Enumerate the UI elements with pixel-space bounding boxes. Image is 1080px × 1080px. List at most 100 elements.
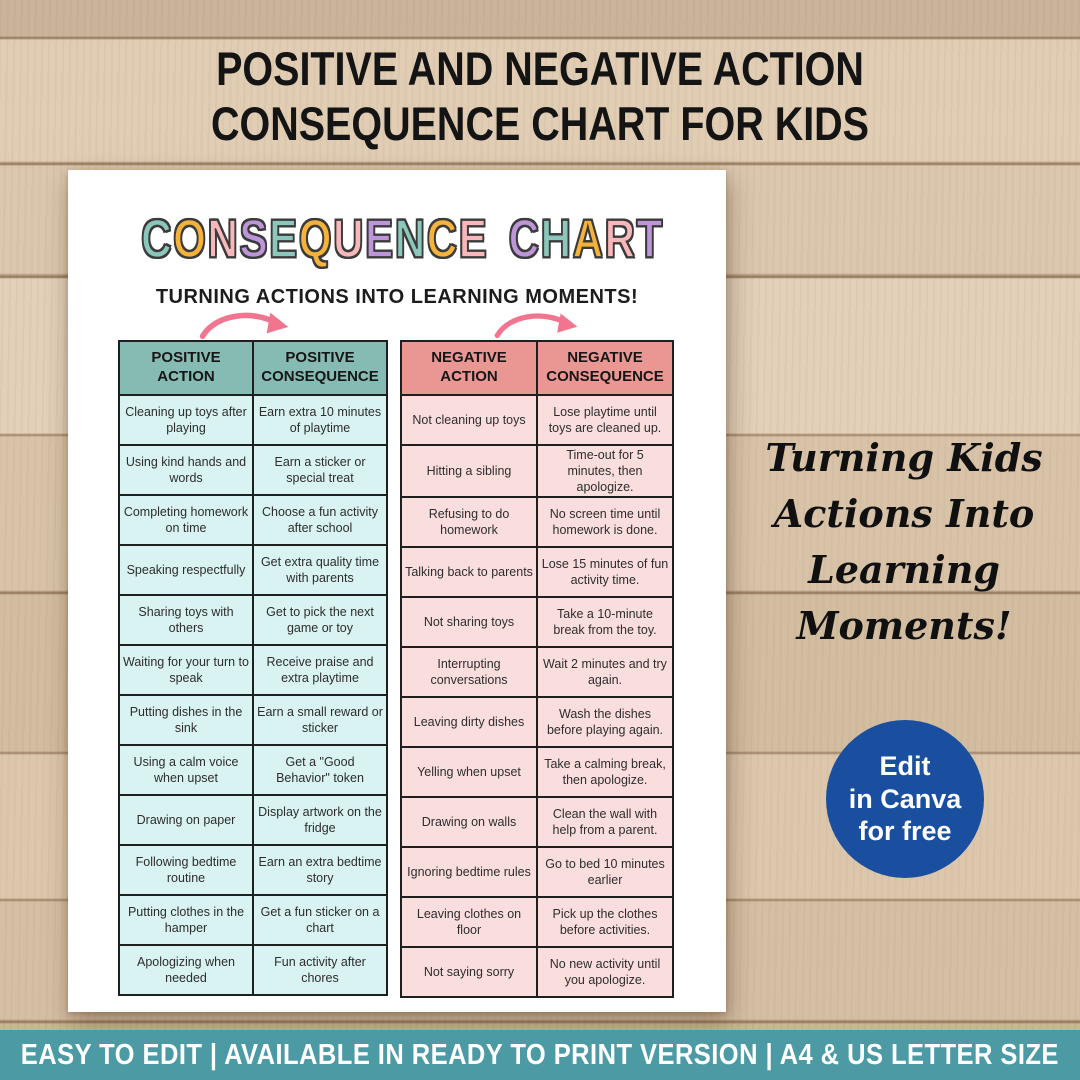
- table-cell: Leaving dirty dishes: [400, 696, 538, 748]
- curved-arrow-icon: [199, 312, 289, 340]
- table-row: Using kind hands and words Earn a sticker…: [118, 444, 388, 496]
- table-row: Drawing on paper Display artwork on the f…: [118, 794, 388, 846]
- table-row: Interrupting conversations Wait 2 minutes…: [400, 646, 674, 698]
- table-cell: Hitting a sibling: [400, 444, 538, 498]
- badge-line: in Canva: [848, 783, 962, 814]
- heading-letter: E: [364, 208, 394, 270]
- table-cell: Lose 15 minutes of fun activity time.: [536, 546, 674, 598]
- table-cell: Get to pick the next game or toy: [252, 594, 388, 646]
- poster-paper: CONSEQUENCE CHART TURNING ACTIONS INTO LE…: [68, 170, 726, 1012]
- table-cell: Time-out for 5 minutes, then apologize.: [536, 444, 674, 498]
- table-cell: Display artwork on the fridge: [252, 794, 388, 846]
- badge-line: for free: [858, 816, 952, 847]
- heading-letter: C: [140, 208, 172, 270]
- table-row: Not sharing toys Take a 10-minute break f…: [400, 596, 674, 648]
- table-row: Putting dishes in the sink Earn a small r…: [118, 694, 388, 746]
- positive-table: POSITIVE ACTION POSITIVE CONSEQUENCE Clean…: [118, 340, 388, 996]
- table-row: Drawing on walls Clean the wall with help…: [400, 796, 674, 848]
- table-cell: Refusing to do homework: [400, 496, 538, 548]
- table-cell: Waiting for your turn to speak: [118, 644, 254, 696]
- table-cell: Ignoring bedtime rules: [400, 846, 538, 898]
- table-row: Using a calm voice when upset Get a "Good…: [118, 744, 388, 796]
- column-header: POSITIVE CONSEQUENCE: [252, 340, 388, 396]
- table-row: Ignoring bedtime rules Go to bed 10 minut…: [400, 846, 674, 898]
- table-cell: Talking back to parents: [400, 546, 538, 598]
- heading-letter: C: [426, 208, 458, 270]
- table-cell: Drawing on walls: [400, 796, 538, 848]
- table-cell: Yelling when upset: [400, 746, 538, 798]
- table-cell: Speaking respectfully: [118, 544, 254, 596]
- table-row: Leaving dirty dishes Wash the dishes befo…: [400, 696, 674, 748]
- script-line: Actions Into: [773, 490, 1035, 536]
- table-cell: Fun activity after chores: [252, 944, 388, 996]
- heading-letter: C: [508, 208, 540, 270]
- table-cell: No screen time until homework is done.: [536, 496, 674, 548]
- table-cell: Clean the wall with help from a parent.: [536, 796, 674, 848]
- heading-letter: R: [604, 208, 636, 270]
- table-cell: Leaving clothes on floor: [400, 896, 538, 948]
- table-cell: Take a calming break, then apologize.: [536, 746, 674, 798]
- curved-arrow-icon: [494, 313, 578, 339]
- table-cell: Not sharing toys: [400, 596, 538, 648]
- column-header: NEGATIVE ACTION: [400, 340, 538, 396]
- table-row: Not cleaning up toys Lose playtime until …: [400, 394, 674, 446]
- table-cell: Earn extra 10 minutes of playtime: [252, 394, 388, 446]
- table-row: Leaving clothes on floor Pick up the clot…: [400, 896, 674, 948]
- table-row: Hitting a sibling Time-out for 5 minutes,…: [400, 444, 674, 498]
- table-cell: Earn an extra bedtime story: [252, 844, 388, 896]
- table-row: Sharing toys with others Get to pick the …: [118, 594, 388, 646]
- table-row: Speaking respectfully Get extra quality t…: [118, 544, 388, 596]
- product-title-line1: POSITIVE AND NEGATIVE ACTION: [216, 42, 864, 95]
- heading-letter: O: [172, 208, 206, 270]
- script-line: Learning: [808, 546, 1000, 592]
- table-cell: Drawing on paper: [118, 794, 254, 846]
- table-cell: Sharing toys with others: [118, 594, 254, 646]
- table-cell: Pick up the clothes before activities.: [536, 896, 674, 948]
- heading-letter: N: [394, 208, 426, 270]
- table-cell: Not cleaning up toys: [400, 394, 538, 446]
- table-cell: Not saying sorry: [400, 946, 538, 998]
- heading-letter: E: [268, 208, 298, 270]
- table-cell: Completing homework on time: [118, 494, 254, 546]
- table-row: Yelling when upset Take a calming break, …: [400, 746, 674, 798]
- table-cell: Get extra quality time with parents: [252, 544, 388, 596]
- table-cell: Get a fun sticker on a chart: [252, 894, 388, 946]
- table-cell: Take a 10-minute break from the toy.: [536, 596, 674, 648]
- table-cell: Apologizing when needed: [118, 944, 254, 996]
- script-line: Moments!: [796, 602, 1012, 648]
- table-cell: Get a "Good Behavior" token: [252, 744, 388, 796]
- heading-letter: U: [332, 208, 364, 270]
- table-cell: Earn a small reward or sticker: [252, 694, 388, 746]
- poster-subtitle: TURNING ACTIONS INTO LEARNING MOMENTS!: [155, 286, 639, 308]
- table-row: Not saying sorry No new activity until yo…: [400, 946, 674, 998]
- heading-letter: A: [572, 208, 604, 270]
- heading-letter: T: [636, 208, 663, 270]
- table-row: Following bedtime routine Earn an extra b…: [118, 844, 388, 896]
- column-header: POSITIVE ACTION: [118, 340, 254, 396]
- heading-letter: E: [458, 208, 488, 270]
- table-cell: Following bedtime routine: [118, 844, 254, 896]
- table-row: Putting clothes in the hamper Get a fun s…: [118, 894, 388, 946]
- table-cell: Wash the dishes before playing again.: [536, 696, 674, 748]
- side-script-text: Turning Kids Actions Into Learning Momen…: [728, 430, 1080, 653]
- footer-text: EASY TO EDIT | AVAILABLE IN READY TO PRI…: [20, 1038, 1060, 1071]
- heading-letter: H: [540, 208, 572, 270]
- table-cell: Using kind hands and words: [118, 444, 254, 496]
- canva-badge: Edit in Canva for free: [826, 720, 984, 878]
- heading-letter: N: [207, 208, 239, 270]
- table-cell: Earn a sticker or special treat: [252, 444, 388, 496]
- poster-heading: CONSEQUENCE CHART: [140, 208, 663, 270]
- table-row: Cleaning up toys after playing Earn extra…: [118, 394, 388, 446]
- column-header: NEGATIVE CONSEQUENCE: [536, 340, 674, 396]
- table-cell: Receive praise and extra playtime: [252, 644, 388, 696]
- table-row: Talking back to parents Lose 15 minutes o…: [400, 546, 674, 598]
- table-cell: No new activity until you apologize.: [536, 946, 674, 998]
- table-cell: Choose a fun activity after school: [252, 494, 388, 546]
- negative-table: NEGATIVE ACTION NEGATIVE CONSEQUENCE Not c…: [400, 340, 674, 998]
- table-cell: Putting dishes in the sink: [118, 694, 254, 746]
- badge-line: Edit: [879, 750, 931, 781]
- heading-letter: S: [239, 208, 269, 270]
- product-title-line2: CONSEQUENCE CHART FOR KIDS: [210, 96, 870, 150]
- table-row: Refusing to do homework No screen time un…: [400, 496, 674, 548]
